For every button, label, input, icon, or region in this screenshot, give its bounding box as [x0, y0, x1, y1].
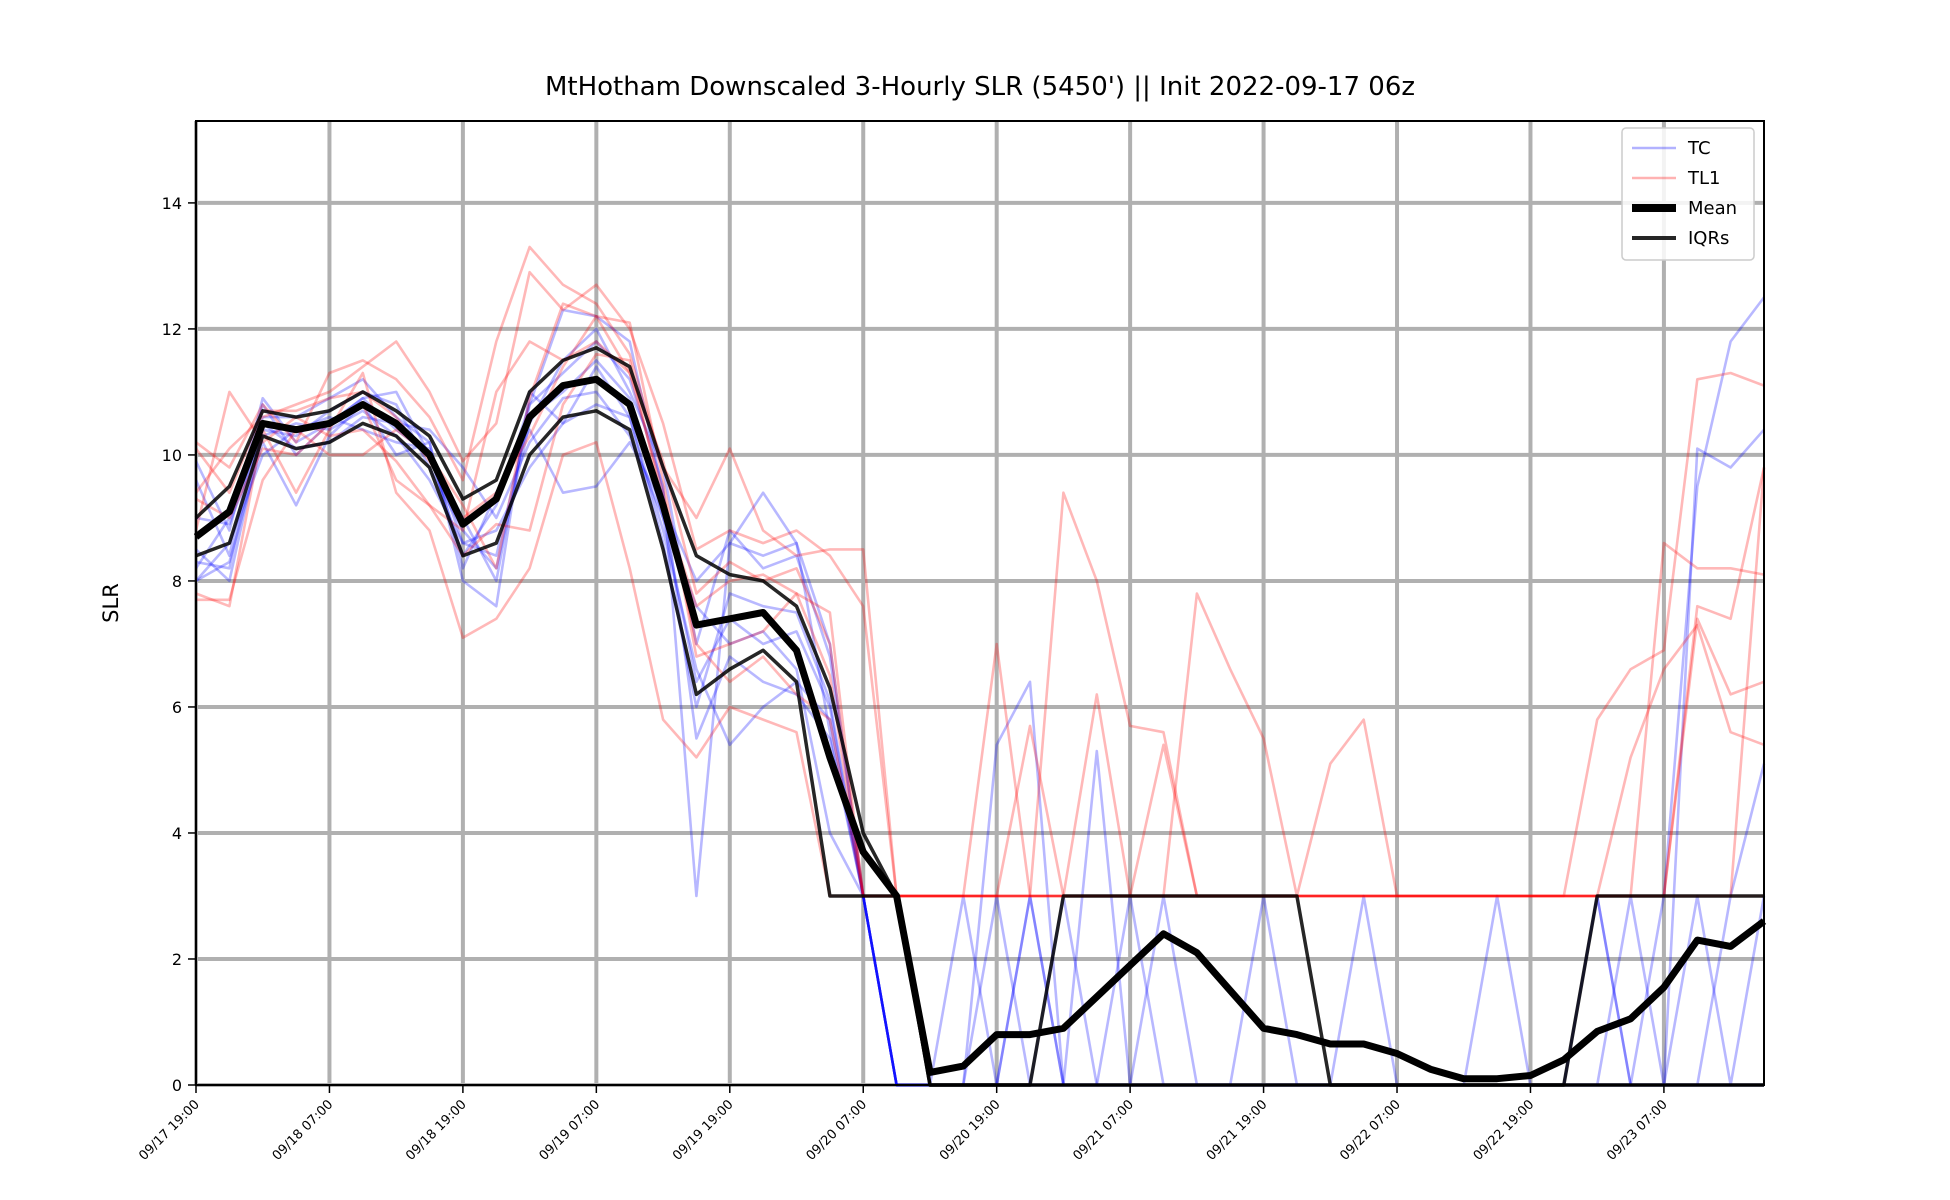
chart-title: MtHotham Downscaled 3-Hourly SLR (5450')… — [545, 72, 1415, 102]
tl1-member-line — [195, 352, 1764, 898]
y-tick-label: 12 — [162, 320, 182, 339]
tl1-member-line — [195, 371, 1765, 898]
tl1-member-line — [196, 302, 1766, 898]
y-axis-label: SLR — [99, 583, 123, 623]
y-tick-label: 4 — [172, 824, 182, 843]
y-tick-label: 14 — [162, 194, 182, 213]
legend-label-tc: TC — [1687, 138, 1711, 159]
legend-label-tl1: TL1 — [1687, 168, 1720, 189]
y-tick-label: 10 — [162, 446, 182, 465]
tl1-member-line — [194, 270, 1765, 898]
tl1-member-line — [195, 245, 1765, 898]
plot-frame — [195, 120, 1765, 1086]
y-tick-label: 8 — [172, 572, 182, 591]
y-tick-label: 0 — [172, 1076, 182, 1095]
y-tick-label: 6 — [172, 698, 182, 717]
legend: TC TL1 Mean IQRs — [1621, 127, 1755, 261]
legend-box — [1621, 127, 1755, 261]
y-tick-label: 2 — [172, 950, 182, 969]
legend-label-iqrs: IQRs — [1688, 228, 1729, 249]
tl1-member-line — [194, 340, 1765, 898]
legend-label-mean: Mean — [1688, 198, 1737, 219]
mean-line — [193, 375, 1767, 1083]
